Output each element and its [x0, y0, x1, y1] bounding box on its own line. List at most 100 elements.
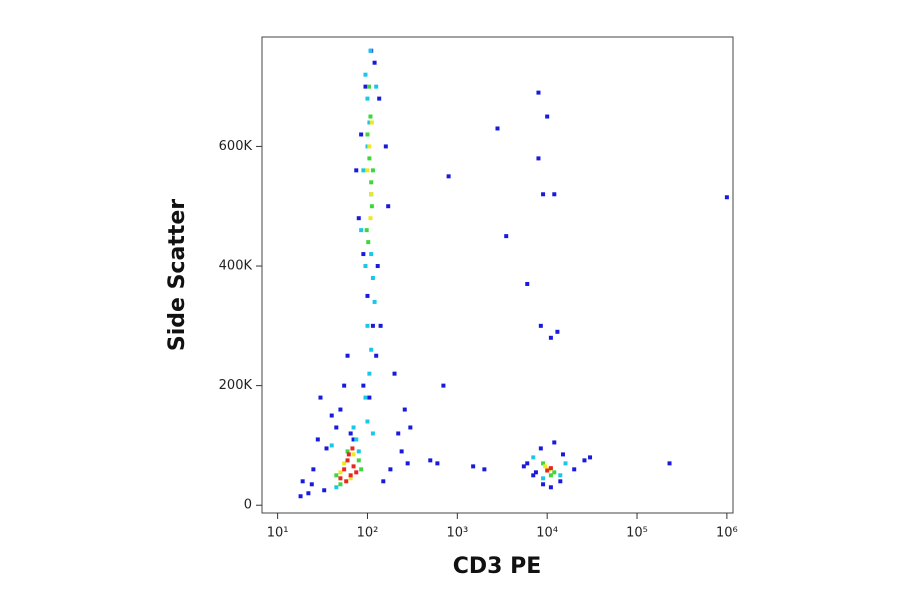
- event-dot: [348, 431, 353, 436]
- event-dot: [363, 395, 368, 400]
- event-dot: [545, 468, 550, 473]
- event-dot: [309, 482, 314, 487]
- event-dot: [541, 461, 546, 466]
- event-dot: [315, 437, 320, 442]
- event-dot: [359, 132, 364, 137]
- event-dot: [536, 156, 541, 161]
- event-dot: [348, 473, 353, 478]
- plot-frame: [261, 36, 734, 514]
- event-dot: [548, 485, 553, 490]
- event-dot: [588, 455, 593, 460]
- event-dot: [365, 419, 370, 424]
- event-dot: [724, 195, 729, 200]
- event-dot: [363, 264, 368, 269]
- event-dot: [563, 461, 568, 466]
- event-dot: [363, 84, 368, 89]
- event-dot: [350, 446, 355, 451]
- event-dot: [399, 449, 404, 454]
- event-dot: [365, 96, 370, 101]
- y-tick-label: 200K: [219, 378, 253, 393]
- event-dot: [367, 156, 372, 161]
- event-dot: [354, 470, 359, 475]
- event-dot: [338, 476, 343, 481]
- event-dot: [533, 470, 538, 475]
- event-dot: [552, 470, 557, 475]
- event-dot: [558, 473, 563, 478]
- event-dot: [356, 458, 361, 463]
- event-dot: [538, 323, 543, 328]
- event-dot: [368, 114, 373, 119]
- event-dot: [370, 323, 375, 328]
- event-dot: [365, 323, 370, 328]
- event-dot: [548, 473, 553, 478]
- event-dot: [370, 431, 375, 436]
- event-dot: [372, 60, 377, 65]
- event-dot: [372, 299, 377, 304]
- x-tick-label: 10⁴: [536, 526, 558, 541]
- event-dot: [351, 425, 356, 430]
- event-dot: [351, 437, 356, 442]
- event-dot: [346, 452, 351, 457]
- event-dot: [367, 84, 372, 89]
- event-dot: [381, 479, 386, 484]
- event-dot: [354, 168, 359, 173]
- event-dot: [386, 204, 391, 209]
- event-dot: [361, 383, 366, 388]
- event-dot: [531, 473, 536, 478]
- event-dot: [374, 353, 379, 358]
- event-dot: [369, 180, 374, 185]
- event-dot: [345, 449, 350, 454]
- x-axis-title: CD3 PE: [453, 554, 542, 579]
- event-dot: [338, 482, 343, 487]
- event-dot: [359, 467, 364, 472]
- event-dot: [543, 464, 548, 469]
- event-dot: [555, 329, 560, 334]
- event-dot: [367, 144, 372, 149]
- event-dot: [369, 252, 374, 257]
- event-dot: [558, 479, 563, 484]
- event-dot: [365, 132, 370, 137]
- event-dot: [367, 120, 372, 125]
- event-dot: [369, 192, 374, 197]
- event-dot: [582, 458, 587, 463]
- event-dot: [504, 234, 509, 239]
- event-dot: [361, 252, 366, 257]
- event-dot: [572, 467, 577, 472]
- event-dot: [338, 407, 343, 412]
- event-dot: [298, 494, 303, 499]
- event-dot: [541, 192, 546, 197]
- event-dot: [359, 228, 364, 233]
- event-dot: [435, 461, 440, 466]
- event-dot: [367, 395, 372, 400]
- event-dot: [552, 192, 557, 197]
- event-dot: [342, 461, 347, 466]
- event-dot: [345, 353, 350, 358]
- event-dot: [351, 464, 356, 469]
- event-dot: [311, 467, 316, 472]
- event-dot: [300, 479, 305, 484]
- event-dot: [348, 476, 353, 481]
- event-dot: [541, 482, 546, 487]
- event-dot: [322, 488, 327, 493]
- event-dot: [548, 466, 553, 471]
- y-axis-title: Side Scatter: [165, 199, 190, 351]
- event-dot: [334, 425, 339, 430]
- event-dot: [383, 144, 388, 149]
- event-dot: [365, 168, 370, 173]
- event-dot: [495, 126, 500, 131]
- event-dot: [408, 425, 413, 430]
- x-tick-label: 10³: [446, 526, 468, 541]
- event-dot: [471, 464, 476, 469]
- event-dot: [536, 90, 541, 95]
- y-tick-label: 0: [244, 498, 252, 513]
- event-dot: [363, 72, 368, 77]
- event-dot: [361, 168, 366, 173]
- event-dot: [388, 467, 393, 472]
- event-dot: [370, 275, 375, 280]
- event-dot: [351, 452, 356, 457]
- event-dot: [318, 395, 323, 400]
- y-tick-label: 400K: [219, 259, 253, 274]
- event-dot: [370, 168, 375, 173]
